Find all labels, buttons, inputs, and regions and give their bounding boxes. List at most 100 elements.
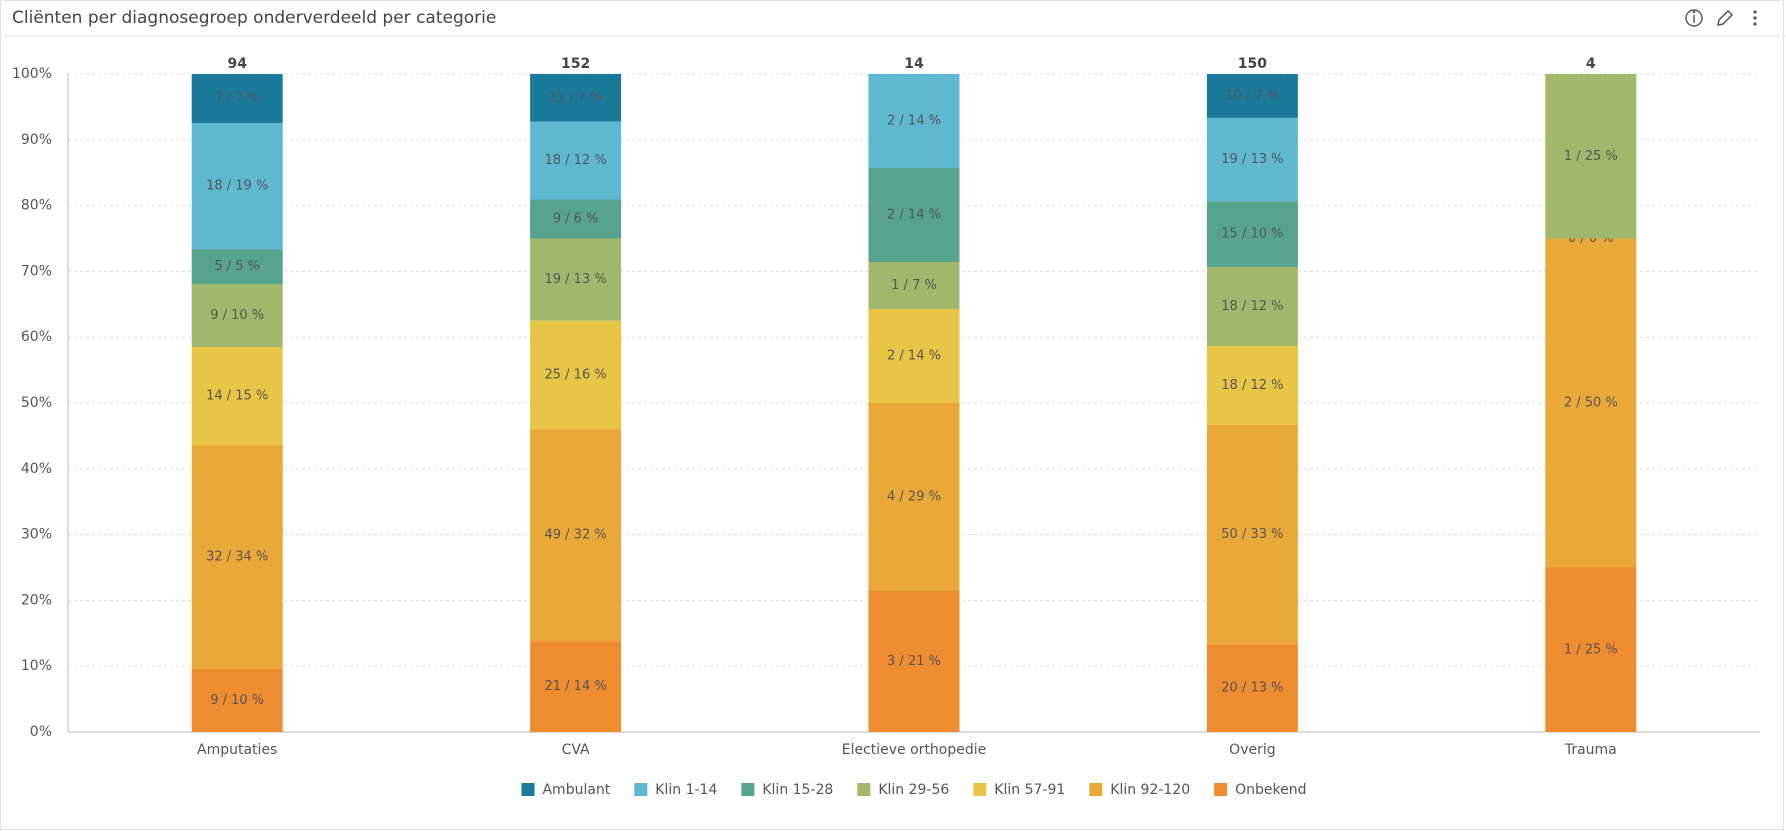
x-tick-label: Overig [1229, 742, 1275, 758]
legend-item: Klin 29-56 [857, 782, 949, 798]
segment-label: 9 / 10 % [210, 693, 264, 708]
segment-label: 5 / 5 % [214, 259, 260, 274]
bar-segment [530, 238, 622, 321]
bar-segment [868, 73, 960, 168]
legend-label: Klin 92-120 [1110, 782, 1190, 798]
segment-label: 9 / 6 % [553, 211, 599, 226]
y-tick-label: 40% [21, 461, 52, 477]
bar-segment [191, 284, 283, 348]
bar-segment [530, 428, 622, 642]
segment-label: 9 / 10 % [210, 308, 264, 323]
legend-label: Onbekend [1235, 782, 1306, 798]
y-tick-label: 100% [12, 66, 52, 82]
total-label: 150 [1238, 56, 1267, 72]
bar-segment [868, 261, 960, 309]
bar-segment [191, 123, 283, 250]
segment-label: 10 / 7 % [1225, 88, 1279, 103]
legend-swatch [521, 783, 535, 796]
bar-segment [1206, 117, 1298, 202]
bar-segment [191, 249, 283, 285]
legend-item: Onbekend [1214, 782, 1307, 798]
segment-label: 2 / 14 % [887, 113, 941, 128]
bar-segment [530, 121, 622, 200]
x-tick-label: Trauma [1564, 742, 1617, 758]
legend-item: Klin 15-28 [741, 782, 833, 798]
legend-item: Klin 57-91 [973, 782, 1065, 798]
menu-icon[interactable] [1753, 10, 1757, 26]
segment-label: 19 / 13 % [1221, 152, 1283, 167]
segment-label: 18 / 12 % [544, 153, 606, 168]
bar-segment [530, 73, 622, 122]
segment-label: 11 / 7 % [549, 90, 603, 105]
y-tick-label: 30% [21, 527, 52, 543]
segment-label: 21 / 14 % [544, 679, 606, 694]
y-tick-label: 80% [21, 198, 52, 214]
legend-item: Ambulant [521, 782, 611, 798]
legend-swatch [857, 783, 871, 796]
segment-label: 15 / 10 % [1221, 227, 1283, 242]
legend-label: Klin 1-14 [655, 782, 717, 798]
segment-label: 50 / 33 % [1221, 527, 1283, 542]
legend-swatch [973, 783, 987, 796]
segment-label: 2 / 14 % [887, 207, 941, 222]
segment-label: 18 / 12 % [1221, 299, 1283, 314]
segment-label: 7 / 7 % [214, 91, 260, 106]
y-tick-label: 10% [21, 658, 52, 674]
x-tick-label: Amputaties [197, 742, 277, 758]
segment-label: 3 / 21 % [887, 654, 941, 669]
edit-icon[interactable] [1717, 9, 1734, 26]
chart-title: Cliënten per diagnosegroep onderverdeeld… [12, 8, 496, 28]
segment-label: 1 / 25 % [1564, 149, 1618, 164]
segment-label: 20 / 13 % [1221, 681, 1283, 696]
y-tick-label: 20% [21, 592, 52, 608]
segment-label: 18 / 19 % [206, 179, 268, 194]
total-label: 94 [227, 56, 247, 72]
bar-segment [1206, 74, 1298, 118]
legend-label: Klin 57-91 [994, 782, 1065, 798]
bar-segment [1206, 346, 1298, 425]
segment-label: 18 / 12 % [1221, 378, 1283, 393]
bar-segment [530, 199, 622, 239]
bar-segment [1545, 74, 1637, 239]
total-label: 14 [904, 56, 924, 72]
bar-segment [191, 669, 283, 732]
bar-segment [1206, 267, 1298, 347]
legend-swatch [634, 783, 648, 796]
bar-segment [1206, 424, 1298, 645]
total-label: 152 [561, 56, 590, 72]
plot: 0% 10% 20% 30% 40% 50% 60% 70% 80% 90% 100% 9 / 10 … [12, 56, 1760, 798]
bar-segment [868, 590, 960, 732]
bar-segment [868, 403, 960, 591]
bar-segment [530, 641, 622, 732]
bar-segment [1206, 644, 1298, 732]
bar-segment [191, 445, 283, 670]
legend-label: Klin 15-28 [762, 782, 833, 798]
x-tick-label: Electieve orthopedie [842, 742, 987, 758]
segment-label: 1 / 7 % [891, 278, 937, 293]
segment-label: 1 / 25 % [1564, 642, 1618, 657]
bar-segment [1545, 238, 1637, 568]
segment-label: 2 / 14 % [887, 348, 941, 363]
legend-item: Klin 92-120 [1089, 782, 1190, 798]
segment-label: 19 / 13 % [544, 272, 606, 287]
bar-segment [868, 167, 960, 262]
legend-item: Klin 1-14 [634, 782, 717, 798]
legend-label: Klin 29-56 [878, 782, 949, 798]
legend-swatch [1089, 783, 1103, 796]
total-label: 4 [1586, 56, 1596, 72]
bar-segment [530, 320, 622, 429]
bar-segment [1545, 567, 1637, 732]
legend-swatch [1214, 783, 1228, 796]
segment-label: 4 / 29 % [887, 489, 941, 504]
segment-label: 2 / 50 % [1564, 396, 1618, 411]
info-icon[interactable] [1685, 9, 1703, 27]
legend-swatch [741, 783, 755, 796]
y-tick-label: 60% [21, 329, 52, 345]
segment-label: 32 / 34 % [206, 550, 268, 565]
bar-segment [1206, 201, 1298, 268]
bar-segment [191, 347, 283, 446]
segment-label: 14 / 15 % [206, 389, 268, 404]
legend: Ambulant Klin 1-14 Klin 15-28 Klin 29-56 Kli… [521, 782, 1307, 798]
